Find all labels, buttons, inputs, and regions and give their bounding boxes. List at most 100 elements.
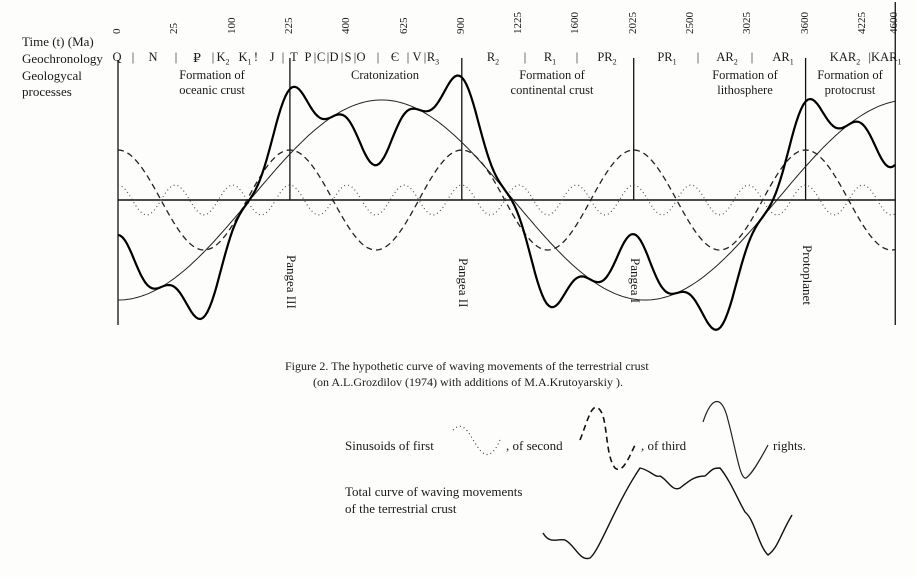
process-label-line: continental crust [510, 83, 594, 97]
period-symbol: ₽ [193, 51, 201, 65]
geochronology-label: | [212, 50, 215, 65]
geochronology-label: | [341, 50, 344, 65]
period-symbol: J [269, 50, 275, 64]
geochronology-label: | [175, 50, 178, 65]
process-label-line: oceanic crust [179, 83, 245, 97]
geochronology-label: | [751, 50, 754, 65]
process-label-line: protocrust [824, 83, 876, 97]
period-symbol: | [174, 50, 178, 64]
legend-sample-third [702, 401, 769, 479]
geochronology-label: | [424, 50, 427, 65]
period-symbol: | [376, 50, 380, 64]
geochronology-label: | [697, 50, 700, 65]
geochronology-label: | [314, 50, 317, 65]
period-symbol: | [313, 50, 317, 64]
period-subscript: 1 [789, 57, 794, 67]
period-symbol: R [543, 50, 553, 64]
process-label-line: lithosphere [717, 83, 773, 97]
geochronology-label: | [377, 50, 380, 65]
process-label: Cratonization [351, 68, 419, 83]
period-subscript: 2 [733, 57, 738, 67]
period-symbol: | [353, 50, 357, 64]
geochronology-label: R3 [427, 50, 439, 67]
period-symbol: R [486, 50, 496, 64]
period-subscript: 1 [672, 57, 677, 67]
geochronology-label: | [354, 50, 357, 65]
geochronology-label: KAR2 [830, 50, 860, 67]
period-symbol: | [406, 50, 410, 64]
period-symbol: | [423, 50, 427, 64]
geochronology-row-label: Geochronology [22, 51, 103, 66]
period-symbol: AR [716, 50, 734, 64]
geochronology-label: P [305, 50, 312, 65]
period-symbol: KAR [829, 50, 857, 64]
period-symbol: PR [597, 50, 613, 64]
process-label: Formation of lithosphere [712, 68, 778, 98]
period-symbol: ! [253, 50, 259, 64]
period-symbol: | [575, 50, 579, 64]
process-label-line: Cratonization [350, 68, 420, 82]
legend-sample-second [579, 406, 636, 471]
period-symbol: N [148, 50, 158, 64]
geochronology-label: AR1 [772, 50, 793, 67]
geochronology-label: | [407, 50, 410, 65]
geochronology-label: R1 [544, 50, 556, 67]
period-symbol: Є [390, 50, 400, 64]
process-label: Formation of protocrust [817, 68, 883, 98]
caption-line-2: (on A.L.Grozdilov (1974) with additions … [313, 375, 623, 389]
period-symbol: | [750, 50, 754, 64]
legend-total-label-1: Total curve of waving movements [345, 484, 523, 499]
period-subscript: 1 [897, 57, 902, 67]
period-symbol: K [238, 50, 248, 64]
caption-line-1: Figure 2. The hypothetic curve of waving… [285, 359, 649, 373]
legend-sample-total [542, 467, 793, 560]
series-dashed-curve [117, 149, 896, 251]
period-symbol: |KAR [868, 50, 898, 64]
period-subscript: 2 [612, 57, 617, 67]
period-symbol: O [356, 50, 366, 64]
geochronology-label: | [282, 50, 285, 65]
geochronology-label: K1 [238, 50, 251, 67]
period-symbol: | [340, 50, 344, 64]
process-label: Formation of continental crust [511, 68, 594, 98]
geochronology-label: ₽ [193, 50, 201, 66]
geochronology-label: K2 [216, 50, 229, 67]
legend-second-label: , of second [506, 438, 563, 453]
legend-samples [452, 401, 793, 560]
period-symbol: P [304, 50, 312, 64]
period-symbol: C [316, 50, 326, 64]
period-symbol: | [696, 50, 700, 64]
geochronology-label: | [576, 50, 579, 65]
period-subscript: 2 [856, 57, 861, 67]
process-label-line: Formation of [519, 68, 585, 82]
period-symbol: S [344, 50, 352, 64]
geochronology-label: N [148, 50, 157, 65]
period-symbol: R [426, 50, 436, 64]
geochronology-label: | [132, 50, 135, 65]
geochronology-label: ! [254, 50, 258, 65]
process-label-line: Formation of [712, 68, 778, 82]
geochronology-label: V [412, 50, 421, 65]
geochronology-label: C [317, 50, 325, 65]
geochronology-label: T [290, 50, 298, 65]
geochronology-label: D [329, 50, 338, 65]
period-subscript: 2 [495, 57, 500, 67]
period-symbol: | [211, 50, 215, 64]
legend-third-label: , of third [641, 438, 687, 453]
legend-suffix-label: rights. [773, 438, 806, 453]
geochronology-label: Q [112, 50, 121, 65]
geochronology-label: O [356, 50, 365, 65]
period-symbol: T [290, 50, 298, 64]
geochronology-label: | [524, 50, 527, 65]
period-subscript: 2 [225, 57, 230, 67]
geochronology-label: PR1 [657, 50, 676, 67]
process-label-line: Formation of [817, 68, 883, 82]
legend-total-label-2: of the terrestrial crust [345, 501, 457, 516]
period-symbol: Q [112, 50, 122, 64]
period-subscript: 1 [247, 57, 252, 67]
period-symbol: V [412, 50, 422, 64]
processes-row-label-1: Geologycal [22, 68, 82, 83]
period-symbol: K [216, 50, 226, 64]
process-label: Formation of oceanic crust [179, 68, 245, 98]
